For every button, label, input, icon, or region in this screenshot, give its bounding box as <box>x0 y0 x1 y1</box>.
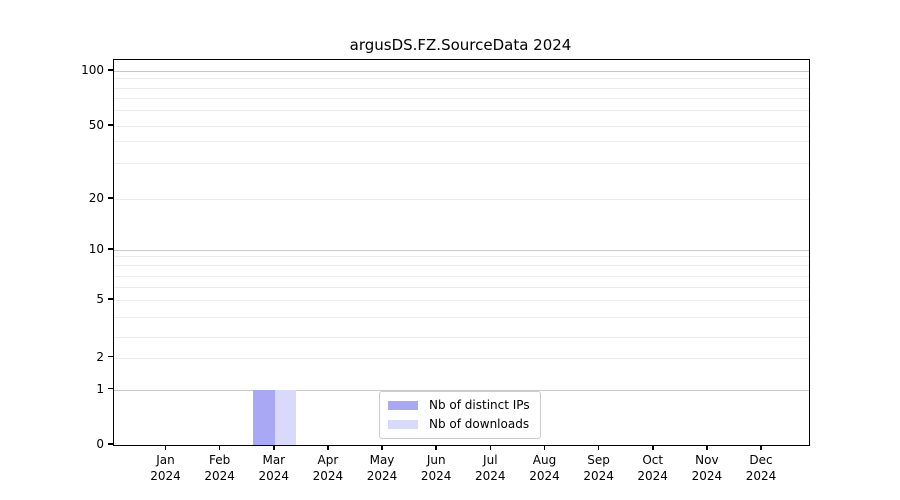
gridline <box>114 389 809 391</box>
y-tick-mark <box>108 248 113 250</box>
gridline <box>114 357 809 359</box>
legend: Nb of distinct IPs Nb of downloads <box>379 391 541 439</box>
y-tick-label: 50 <box>88 118 104 132</box>
x-tick-mark <box>489 445 492 450</box>
x-tick-label: Aug 2024 <box>529 453 560 483</box>
gridline <box>114 256 809 257</box>
y-tick-label: 5 <box>96 292 104 306</box>
gridline <box>114 199 809 200</box>
legend-swatch-downloads <box>388 420 418 429</box>
x-tick-label: May 2024 <box>366 453 398 483</box>
gridline <box>114 163 809 164</box>
gridline <box>114 275 809 277</box>
x-tick-label: Jun 2024 <box>420 453 452 483</box>
y-tick-mark <box>108 298 113 300</box>
gridline <box>114 265 809 266</box>
gridline <box>114 78 809 80</box>
bar-distinct-ips <box>253 389 275 445</box>
y-tick-mark <box>108 197 113 199</box>
gridline <box>114 71 809 72</box>
x-tick-label: Apr 2024 <box>312 453 344 483</box>
x-tick-mark <box>327 445 329 450</box>
y-tick-mark <box>108 69 113 71</box>
gridline <box>114 141 809 142</box>
y-tick-mark <box>108 443 113 445</box>
plot-area: Nb of distinct IPs Nb of downloads <box>113 59 810 446</box>
y-tick-label: 20 <box>88 191 104 205</box>
chart-title: argusDS.FZ.SourceData 2024 <box>349 36 572 54</box>
y-tick-label: 2 <box>96 349 104 364</box>
y-tick-label: 0 <box>96 437 104 451</box>
x-tick-mark <box>435 445 437 450</box>
legend-label-downloads: Nb of downloads <box>429 417 530 431</box>
x-tick-label: Jan 2024 <box>150 453 181 483</box>
gridline <box>114 250 809 251</box>
gridline <box>114 87 809 89</box>
legend-item-downloads: Nb of downloads <box>388 417 530 432</box>
x-tick-mark <box>273 445 275 450</box>
x-tick-label: Jul 2024 <box>475 453 506 483</box>
x-tick-mark <box>760 445 762 450</box>
y-tick-mark <box>108 124 113 126</box>
x-tick-label: Feb 2024 <box>204 453 235 483</box>
x-tick-label: Sep 2024 <box>583 453 614 483</box>
x-tick-mark <box>164 445 167 450</box>
gridline <box>114 317 809 318</box>
x-tick-label: Dec 2024 <box>745 453 777 483</box>
gridline <box>114 126 809 127</box>
x-tick-label: Nov 2024 <box>691 453 723 483</box>
y-tick-label: 100 <box>81 63 104 77</box>
gridline <box>114 110 809 111</box>
x-tick-mark <box>381 445 383 450</box>
legend-item-distinct-ips: Nb of distinct IPs <box>388 398 530 413</box>
y-tick-label: 1 <box>96 381 104 396</box>
bar-downloads <box>274 389 297 445</box>
y-tick-mark <box>108 355 113 358</box>
legend-label-distinct-ips: Nb of distinct IPs <box>429 398 530 412</box>
gridline <box>114 300 809 301</box>
x-tick-mark <box>652 445 654 450</box>
x-tick-label: Mar 2024 <box>258 453 290 483</box>
gridline <box>114 98 809 99</box>
x-tick-label: Oct 2024 <box>637 453 668 483</box>
legend-swatch-distinct-ips <box>388 401 418 410</box>
y-tick-mark <box>108 387 113 390</box>
gridline <box>114 337 809 338</box>
x-tick-mark <box>706 445 708 450</box>
y-tick-label: 10 <box>88 242 104 256</box>
x-tick-mark <box>597 445 600 450</box>
x-tick-mark <box>218 445 221 450</box>
x-tick-mark <box>543 445 546 450</box>
gridline <box>114 287 809 288</box>
